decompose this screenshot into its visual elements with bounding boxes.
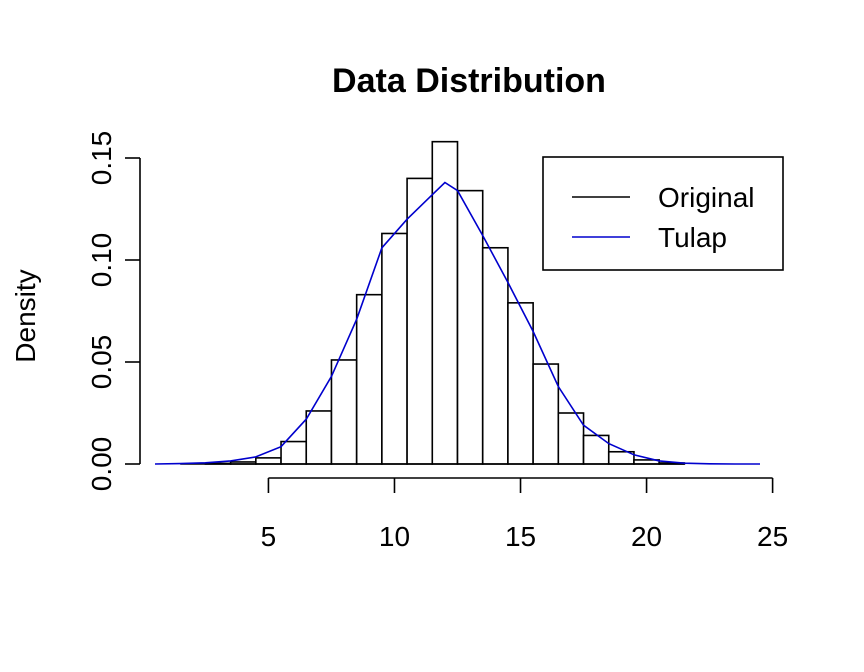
y-tick-label: 0.15 xyxy=(86,131,117,186)
y-tick-label: 0.10 xyxy=(86,233,117,288)
histogram-bar xyxy=(481,246,509,465)
y-axis-title: Density xyxy=(10,269,41,362)
histogram-bar xyxy=(280,440,308,465)
tulap-curve xyxy=(154,181,760,465)
x-tick-label: 10 xyxy=(379,521,410,552)
x-axis: 5 10 15 20 25 xyxy=(261,477,788,552)
x-tick-label: 15 xyxy=(505,521,536,552)
histogram-bar xyxy=(381,232,408,465)
histogram-bar xyxy=(406,177,434,465)
legend: Original Tulap xyxy=(542,156,784,271)
histogram-bar xyxy=(255,457,282,465)
series-line-tulap xyxy=(154,181,760,465)
histogram-bar xyxy=(305,410,333,465)
histogram-bar xyxy=(355,293,383,465)
histogram-bar xyxy=(431,140,459,465)
x-tick-label: 25 xyxy=(757,521,788,552)
legend-label-tulap: Tulap xyxy=(658,222,727,253)
legend-label-original: Original xyxy=(658,182,754,213)
histogram-bar xyxy=(330,359,358,465)
x-tick-label: 5 xyxy=(261,521,277,552)
legend-box xyxy=(542,156,784,271)
y-tick-label: 0.05 xyxy=(86,335,117,390)
x-tick-label: 20 xyxy=(631,521,662,552)
histogram-bar xyxy=(507,302,534,465)
histogram-bars xyxy=(180,140,686,465)
chart-title: Data Distribution xyxy=(332,62,606,100)
y-tick-label: 0.00 xyxy=(86,437,117,492)
y-axis: 0.00 0.05 0.10 0.15 xyxy=(86,131,141,492)
histogram-bar xyxy=(582,434,610,465)
histogram-bar xyxy=(456,189,484,465)
